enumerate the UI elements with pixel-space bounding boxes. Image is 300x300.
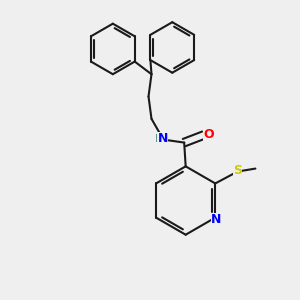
Text: N: N (158, 132, 168, 145)
Text: O: O (203, 128, 214, 141)
Text: N: N (211, 214, 221, 226)
Text: H: H (155, 134, 163, 144)
Text: S: S (233, 164, 242, 178)
